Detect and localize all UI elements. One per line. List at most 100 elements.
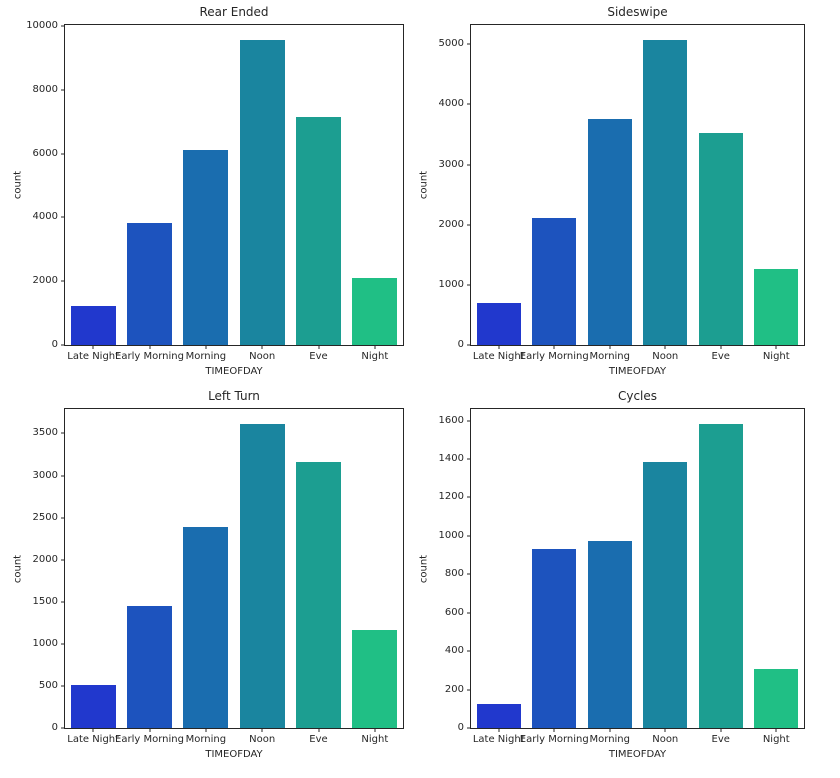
x-tick-label-night: Night	[762, 734, 790, 745]
y-tick-mark-10000	[61, 25, 65, 27]
y-tick-mark-5000	[467, 43, 471, 45]
subplot-sideswipe: Sideswipe count TIMEOFDAY 0 1000 2000 3000 4…	[419, 0, 840, 389]
y-axis-label: count	[12, 170, 24, 200]
bar-early-morning	[532, 218, 577, 345]
y-tick-label-1000: 1000	[438, 529, 464, 541]
y-tick-label-1500: 1500	[32, 595, 58, 607]
y-tick-mark-1400	[467, 458, 471, 460]
x-tick-label-night: Night	[762, 351, 790, 362]
y-axis-label: count	[418, 170, 430, 200]
bar-late-night	[70, 306, 116, 345]
axes-sideswipe: Sideswipe count TIMEOFDAY 0 1000 2000 3000 4…	[419, 5, 805, 377]
y-tick-label-4000: 4000	[32, 211, 58, 223]
y-tick-label-2000: 2000	[32, 553, 58, 565]
y-tick-label-0: 0	[51, 339, 58, 350]
y-tick-label-0: 0	[51, 722, 58, 733]
y-tick-mark-1200	[467, 496, 471, 498]
x-tick-mark-noon	[664, 728, 666, 732]
x-tick-label-noon: Noon	[249, 351, 276, 362]
bar-morning	[183, 149, 229, 345]
axes-rear-ended: Rear Ended count TIMEOFDAY 0 2000 4000 6000…	[13, 5, 404, 377]
x-tick-mark-night	[775, 728, 777, 732]
y-tick-mark-1000	[467, 535, 471, 537]
chart-title: Sideswipe	[607, 5, 668, 19]
x-tick-label-night: Night	[361, 734, 389, 745]
x-tick-mark-eve	[318, 345, 319, 349]
y-tick-label-2000: 2000	[32, 275, 58, 287]
bar-late-night	[476, 302, 521, 345]
x-tick-mark-morning	[609, 345, 611, 349]
bar-night	[754, 268, 799, 345]
y-tick-mark-3000	[467, 164, 471, 166]
x-tick-mark-early-morning	[553, 345, 555, 349]
y-tick-label-1000: 1000	[32, 637, 58, 649]
y-tick-mark-600	[467, 612, 471, 614]
x-tick-label-morning: Morning	[589, 351, 630, 362]
x-tick-label-noon: Noon	[249, 734, 276, 745]
y-tick-label-6000: 6000	[32, 147, 58, 159]
x-tick-mark-noon	[261, 345, 263, 349]
x-tick-label-late-night: Late Night	[67, 351, 120, 362]
axes-left-turn: Left Turn count TIMEOFDAY 0 500 1000 1500 20…	[13, 389, 404, 760]
y-tick-label-1400: 1400	[438, 452, 464, 464]
bar-morning	[587, 540, 632, 728]
x-tick-mark-late-night	[498, 345, 500, 349]
y-tick-mark-500	[61, 685, 65, 687]
x-tick-label-noon: Noon	[652, 734, 679, 745]
bar-noon	[643, 461, 688, 728]
y-tick-mark-1600	[467, 420, 471, 422]
y-tick-label-1600: 1600	[438, 414, 464, 426]
y-tick-mark-2000	[61, 280, 65, 282]
y-tick-mark-4000	[467, 103, 471, 105]
chart-title: Rear Ended	[199, 5, 269, 19]
y-tick-label-8000: 8000	[32, 83, 58, 95]
x-tick-mark-early-morning	[553, 728, 555, 732]
x-tick-mark-late-night	[498, 728, 500, 732]
bar-eve	[698, 132, 743, 345]
y-tick-mark-3000	[61, 475, 65, 476]
x-axis-label: TIMEOFDAY	[205, 749, 263, 760]
x-tick-label-eve: Eve	[711, 734, 730, 745]
subplot-rear-ended: Rear Ended count TIMEOFDAY 0 2000 4000 6000…	[0, 0, 420, 389]
x-tick-label-late-night: Late Night	[67, 734, 120, 745]
y-tick-mark-6000	[61, 153, 65, 155]
y-tick-label-1000: 1000	[438, 278, 464, 290]
x-tick-label-early-morning: Early Morning	[519, 734, 589, 745]
y-tick-label-1200: 1200	[438, 491, 464, 503]
bar-late-night	[476, 703, 521, 728]
y-tick-mark-0	[61, 344, 65, 346]
x-tick-label-early-morning: Early Morning	[115, 351, 184, 362]
y-tick-mark-400	[467, 650, 471, 652]
chart-title: Left Turn	[208, 389, 260, 403]
y-tick-label-3000: 3000	[438, 158, 464, 170]
bar-early-morning	[126, 605, 173, 728]
x-tick-label-eve: Eve	[309, 351, 328, 362]
x-tick-mark-early-morning	[149, 728, 150, 732]
x-tick-mark-noon	[664, 345, 666, 349]
bar-morning	[183, 526, 229, 728]
subplot-cycles: Cycles count TIMEOFDAY 0 200 400 600 800 1000…	[419, 389, 840, 778]
chart-title: Cycles	[617, 389, 658, 403]
x-axis-label: TIMEOFDAY	[608, 366, 667, 377]
x-tick-label-late-night: Late Night	[472, 734, 525, 745]
x-tick-label-eve: Eve	[711, 351, 730, 362]
y-tick-label-2000: 2000	[438, 218, 464, 230]
y-tick-label-3000: 3000	[32, 469, 58, 481]
subplot-left-turn: Left Turn count TIMEOFDAY 0 500 1000 1500 20…	[0, 389, 420, 778]
axes-cycles: Cycles count TIMEOFDAY 0 200 400 600 800 1000…	[419, 389, 805, 760]
x-tick-mark-eve	[318, 728, 319, 732]
x-tick-mark-noon	[261, 728, 263, 732]
x-tick-mark-night	[374, 345, 376, 349]
y-tick-label-5000: 5000	[438, 38, 464, 50]
y-tick-mark-2500	[61, 517, 65, 519]
y-tick-mark-2000	[467, 224, 471, 226]
y-tick-label-3500: 3500	[32, 427, 58, 439]
bar-noon	[239, 40, 285, 345]
x-tick-label-morning: Morning	[185, 734, 227, 745]
bar-early-morning	[532, 549, 577, 728]
x-tick-mark-late-night	[92, 345, 94, 349]
y-tick-label-200: 200	[444, 683, 464, 695]
y-tick-mark-4000	[61, 216, 65, 218]
y-tick-mark-1000	[467, 284, 471, 286]
